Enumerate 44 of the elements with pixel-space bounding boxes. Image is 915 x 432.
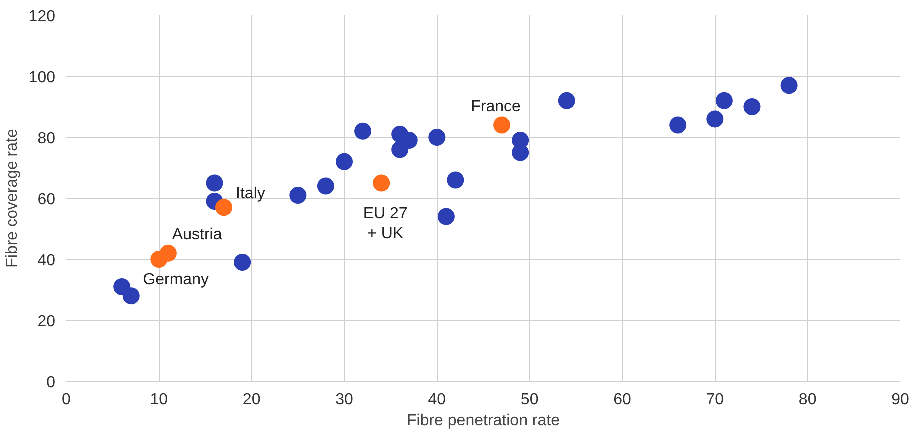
point bbox=[373, 174, 390, 192]
point bbox=[494, 116, 511, 134]
y-tick-label: 40 bbox=[38, 252, 56, 270]
x-tick-label: 0 bbox=[62, 392, 72, 408]
x-tick-label: 90 bbox=[892, 392, 910, 408]
annotation: Austria bbox=[172, 226, 222, 244]
point bbox=[354, 122, 372, 140]
point bbox=[160, 244, 177, 262]
x-tick-label: 20 bbox=[242, 392, 261, 408]
annotation: France bbox=[471, 98, 522, 116]
point bbox=[317, 178, 334, 195]
x-tick-label: 30 bbox=[336, 392, 354, 408]
x-axis-title: Fibre penetration rate bbox=[407, 412, 560, 430]
x-tick-label: 70 bbox=[706, 392, 724, 408]
y-tick-label: 20 bbox=[38, 314, 56, 330]
annotation: Germany bbox=[143, 272, 209, 288]
x-tick-label: 50 bbox=[520, 392, 539, 408]
point bbox=[336, 153, 353, 170]
point bbox=[428, 129, 446, 146]
point bbox=[780, 77, 798, 94]
y-tick-label: 80 bbox=[38, 130, 56, 148]
point bbox=[122, 288, 140, 305]
x-tick-label: 40 bbox=[428, 392, 446, 408]
x-tick-label: 10 bbox=[150, 392, 168, 408]
y-axis-title: Fibre coverage rate bbox=[4, 129, 21, 268]
annotation: Italy bbox=[236, 186, 266, 203]
point bbox=[438, 208, 455, 226]
point bbox=[290, 186, 307, 204]
point bbox=[558, 92, 576, 110]
point bbox=[234, 254, 252, 272]
y-tick-label: 0 bbox=[46, 374, 56, 392]
x-tick-label: 80 bbox=[798, 392, 817, 408]
point bbox=[670, 116, 687, 134]
point bbox=[716, 92, 733, 110]
point bbox=[216, 199, 233, 216]
point bbox=[206, 174, 224, 192]
point bbox=[744, 98, 761, 116]
y-tick-label: 120 bbox=[28, 8, 56, 26]
y-tick-label: 60 bbox=[38, 192, 56, 208]
annotation: EU 27 + UK bbox=[363, 205, 408, 243]
point bbox=[447, 172, 464, 189]
y-tick-label: 100 bbox=[28, 70, 56, 86]
point bbox=[706, 110, 724, 128]
x-tick-label: 60 bbox=[614, 392, 632, 408]
